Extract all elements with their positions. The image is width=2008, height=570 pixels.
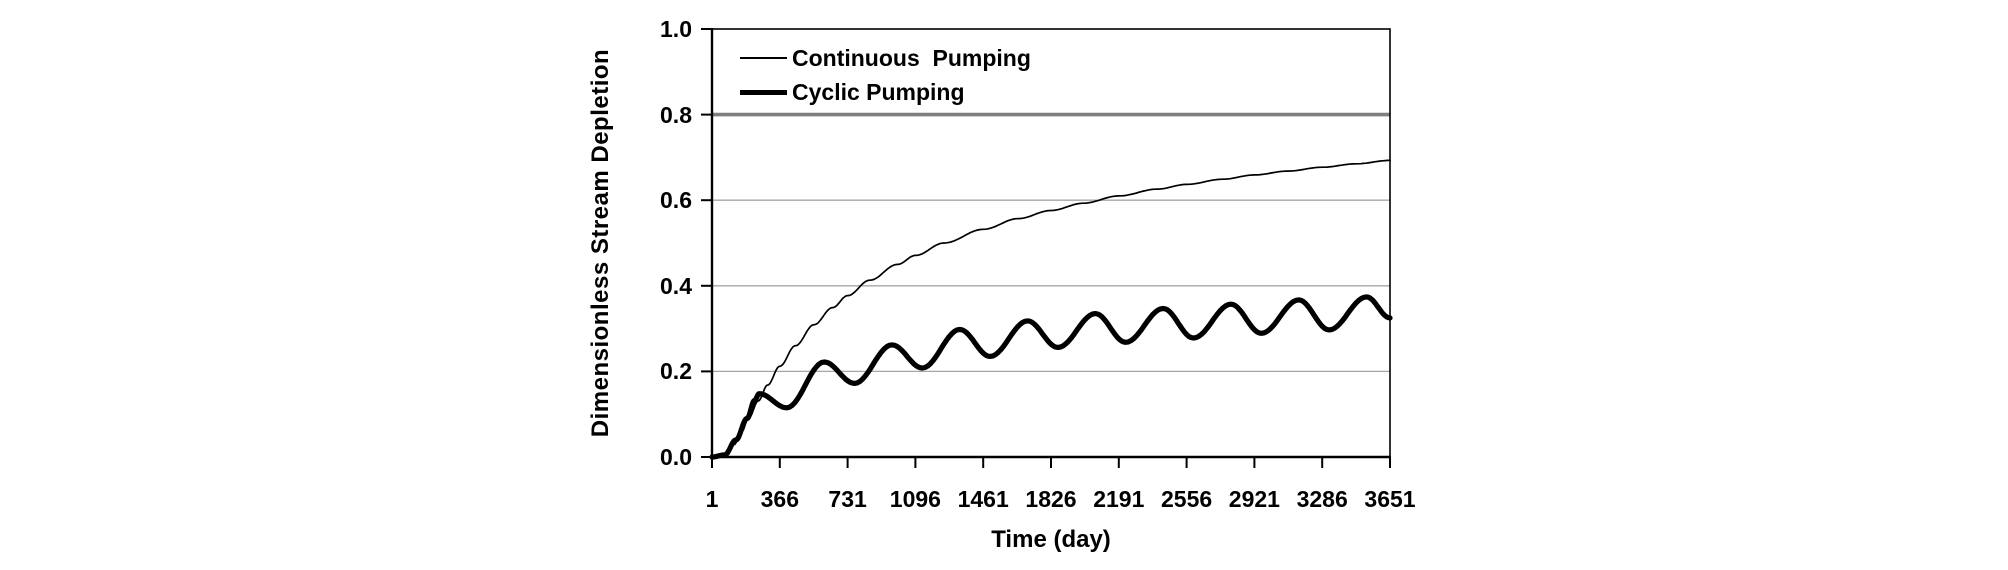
x-tick-label: 3651 [1364,486,1416,512]
x-tick-label: 3286 [1296,486,1348,512]
legend-item-cyclic: Cyclic Pumping [740,75,1031,109]
y-tick-label: 0.8 [660,101,692,128]
x-tick-label: 1 [705,486,719,512]
thick-line-icon [740,89,787,95]
y-tick-label: 0.0 [660,444,692,470]
y-axis-title: Dimensionless Stream Depletion [587,48,614,438]
legend-label-cyclic: Cyclic Pumping [792,78,965,105]
legend-item-continuous: Continuous Pumping [740,41,1031,75]
thin-line-icon [740,57,787,59]
x-tick-label: 366 [760,486,799,512]
y-tick-label: 0.6 [660,187,692,214]
y-tick-label: 0.2 [660,358,692,385]
y-tick-label: 1.0 [660,16,692,42]
x-tick-label: 1461 [957,486,1009,512]
x-tick-label: 2556 [1161,486,1213,512]
legend-label-continuous: Continuous Pumping [792,44,1031,71]
y-tick-label: 0.4 [660,272,692,299]
x-axis-title: Time (day) [991,526,1111,553]
legend: Continuous Pumping Cyclic Pumping [740,41,1031,109]
x-tick-label: 731 [828,486,867,512]
x-tick-label: 1826 [1025,486,1077,512]
x-tick-label: 1096 [889,486,941,512]
x-tick-label: 2921 [1228,486,1280,512]
x-tick-label: 2191 [1093,486,1145,512]
